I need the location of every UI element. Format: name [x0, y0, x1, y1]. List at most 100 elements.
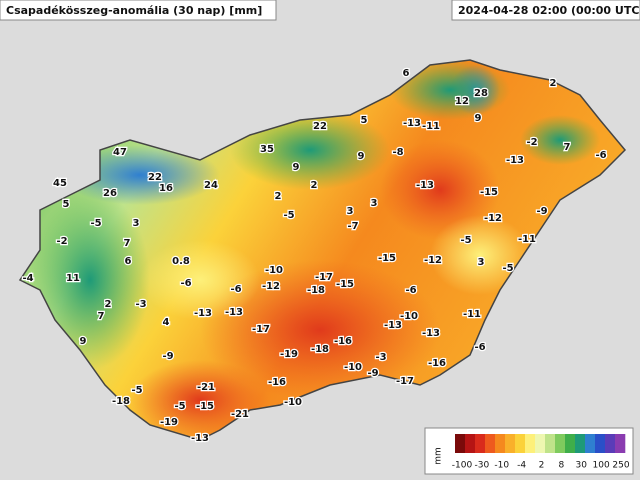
- station-value: 26: [103, 188, 117, 199]
- station-value: 3: [478, 257, 485, 268]
- timestamp: 2024-04-28 02:00 (00:00 UTC): [458, 4, 640, 17]
- legend-tick-label: 250: [612, 461, 629, 471]
- station-value: 22: [313, 121, 327, 132]
- station-value: 3: [371, 198, 378, 209]
- title: Csapadékösszeg-anomália (30 nap) [mm]: [6, 4, 262, 17]
- station-value: -15: [336, 279, 354, 290]
- station-value: -3: [135, 299, 146, 310]
- station-value: 7: [564, 142, 571, 153]
- station-value: -2: [526, 137, 537, 148]
- legend-swatch: [575, 434, 586, 453]
- station-value: 7: [124, 238, 131, 249]
- station-value: 16: [159, 183, 173, 194]
- legend-tick-label: -4: [517, 461, 526, 471]
- legend-swatch: [505, 434, 516, 453]
- station-value: 22: [148, 172, 162, 183]
- station-value: -19: [280, 349, 298, 360]
- legend-swatch: [555, 434, 566, 453]
- station-value: -5: [502, 263, 513, 274]
- legend-tick-label: 30: [576, 461, 588, 471]
- station-value: -6: [180, 278, 191, 289]
- station-value: 9: [475, 113, 482, 124]
- legend-swatch: [455, 434, 466, 453]
- station-value: -17: [252, 324, 270, 335]
- station-value: -7: [347, 221, 358, 232]
- station-value: 2: [275, 191, 282, 202]
- station-value: 6: [403, 68, 410, 79]
- station-value: -12: [262, 281, 280, 292]
- station-value: -21: [197, 382, 215, 393]
- station-value: -18: [311, 344, 329, 355]
- station-value: -5: [460, 235, 471, 246]
- station-value: 7: [98, 311, 105, 322]
- station-value: 24: [204, 180, 218, 191]
- station-value: 9: [358, 151, 365, 162]
- legend-tick-label: 8: [559, 461, 565, 471]
- station-value: -10: [344, 362, 362, 373]
- station-value: -10: [284, 397, 302, 408]
- station-value: -13: [416, 180, 434, 191]
- legend-swatch: [585, 434, 596, 453]
- legend-swatch: [525, 434, 536, 453]
- station-value: -12: [484, 213, 502, 224]
- station-value: -16: [268, 377, 286, 388]
- title-box: [0, 0, 277, 21]
- station-value: -13: [225, 307, 243, 318]
- station-value: -2: [56, 236, 67, 247]
- station-value: -13: [506, 155, 524, 166]
- station-value: -16: [334, 336, 352, 347]
- station-value: -8: [392, 147, 403, 158]
- station-value: 5: [63, 199, 70, 210]
- station-value: -6: [595, 150, 606, 161]
- station-value: -6: [405, 285, 416, 296]
- station-value: 0.8: [172, 256, 190, 267]
- legend-swatch: [495, 434, 506, 453]
- station-value: -11: [422, 121, 440, 132]
- station-value: -6: [230, 284, 241, 295]
- station-value: 9: [293, 162, 300, 173]
- station-value: -15: [378, 253, 396, 264]
- station-value: -5: [174, 401, 185, 412]
- station-value: -11: [463, 309, 481, 320]
- station-value: -16: [428, 358, 446, 369]
- station-value: 3: [347, 206, 354, 217]
- legend-swatch: [535, 434, 546, 453]
- station-value: 35: [260, 144, 274, 155]
- station-value: -21: [231, 409, 249, 420]
- station-value: -15: [480, 187, 498, 198]
- legend-unit: mm: [434, 447, 444, 465]
- legend-swatch: [595, 434, 606, 453]
- legend-swatch: [615, 434, 626, 453]
- legend-swatch: [515, 434, 526, 453]
- legend-tick-label: -10: [494, 461, 509, 471]
- station-value: 11: [66, 273, 80, 284]
- station-value: -3: [375, 352, 386, 363]
- time-box: [451, 0, 640, 21]
- legend-tick-label: 2: [539, 461, 545, 471]
- station-value: -9: [162, 351, 173, 362]
- station-value: -6: [474, 342, 485, 353]
- station-value: 9: [80, 336, 87, 347]
- station-value: -11: [518, 234, 536, 245]
- station-value: 45: [53, 178, 67, 189]
- station-value: -17: [315, 272, 333, 283]
- station-value: -12: [424, 255, 442, 266]
- station-value: 6: [125, 256, 132, 267]
- station-value: -13: [422, 328, 440, 339]
- station-value: -4: [22, 273, 33, 284]
- station-value: -17: [396, 376, 414, 387]
- station-value: -10: [265, 265, 283, 276]
- station-value: -18: [307, 285, 325, 296]
- station-value: -9: [367, 368, 378, 379]
- station-value: 12: [455, 96, 469, 107]
- legend-swatch: [545, 434, 556, 453]
- station-value: -10: [400, 311, 418, 322]
- legend-tick-label: -30: [475, 461, 490, 471]
- station-value: -13: [384, 320, 402, 331]
- station-value: -5: [283, 210, 294, 221]
- border: [18, 59, 627, 441]
- station-value: -13: [191, 433, 209, 444]
- legend-tick-label: 100: [593, 461, 610, 471]
- station-value: 2: [550, 78, 557, 89]
